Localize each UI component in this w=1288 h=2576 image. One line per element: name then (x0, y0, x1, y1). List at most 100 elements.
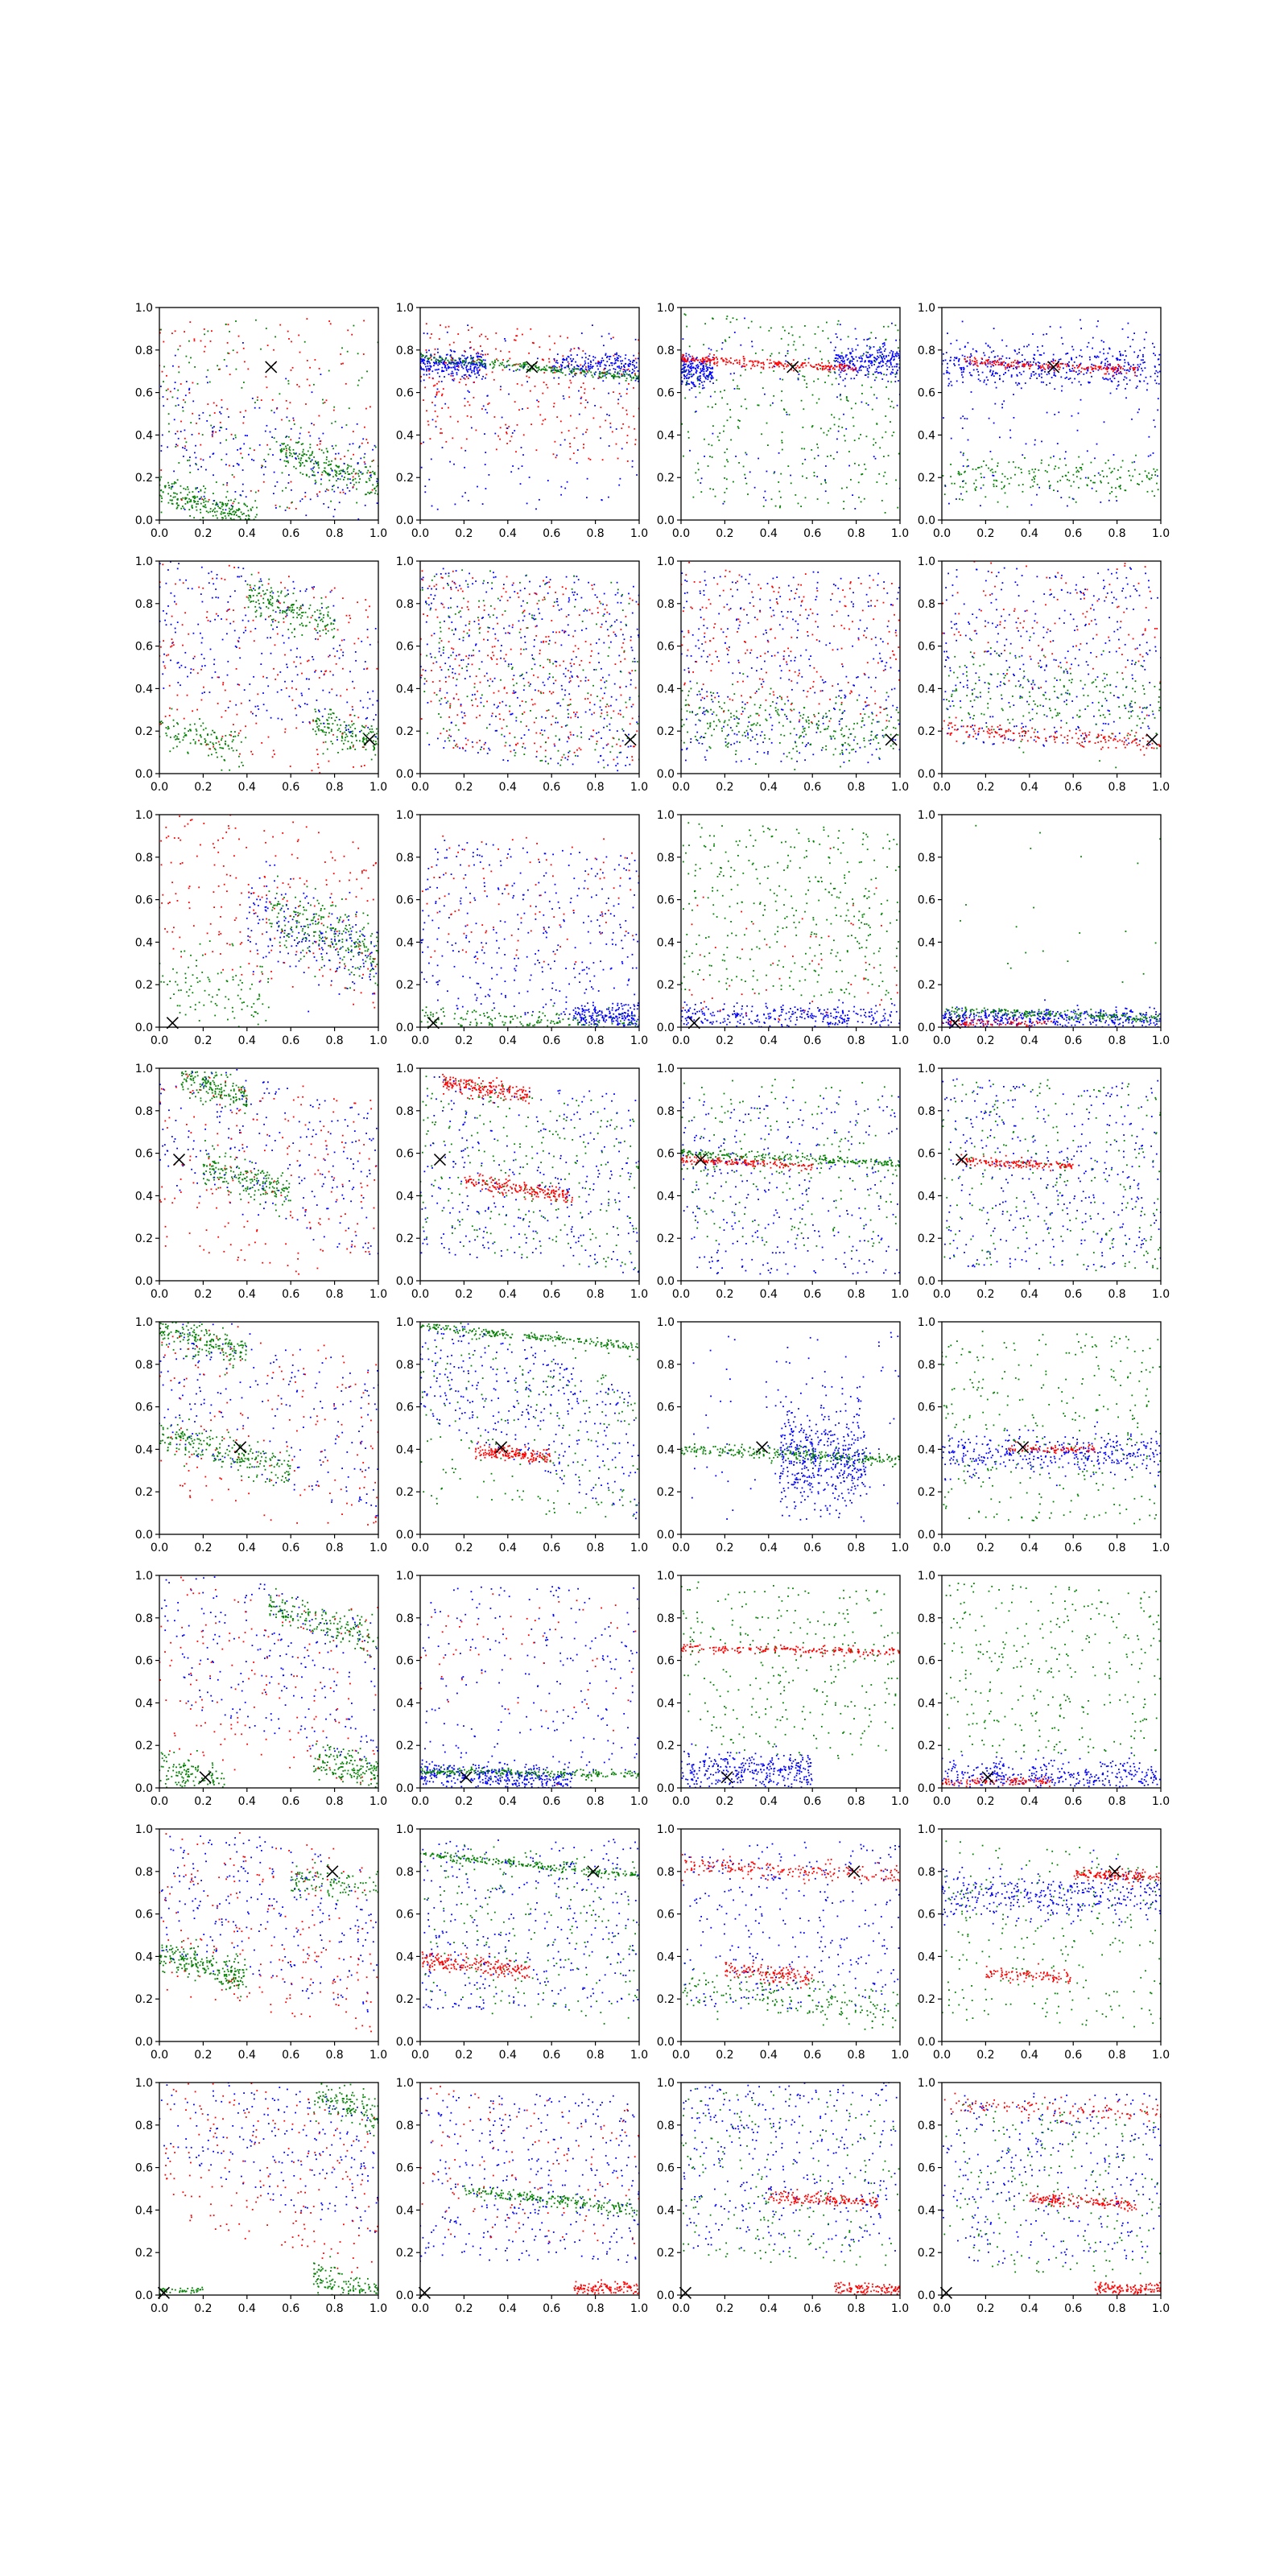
data-point-green (246, 506, 248, 507)
data-point-green (1044, 469, 1046, 472)
data-point-blue (1076, 429, 1079, 431)
data-point-green (291, 604, 293, 605)
data-point-blue (1158, 364, 1160, 365)
data-point-red (184, 437, 186, 440)
data-point-blue (266, 677, 268, 679)
data-point-red (974, 361, 976, 363)
data-point-blue (242, 619, 244, 621)
data-point-green (250, 595, 252, 597)
data-point-green (686, 383, 687, 385)
data-point-red (353, 766, 354, 768)
data-point-red (361, 442, 363, 444)
data-point-blue (687, 364, 690, 366)
data-point-red (793, 369, 795, 372)
data-point-red (743, 360, 745, 362)
data-point-blue (751, 345, 753, 348)
data-point-green (325, 732, 327, 733)
data-point-blue (745, 453, 748, 456)
data-point-blue (945, 352, 947, 353)
data-point-green (347, 477, 349, 480)
data-point-green (275, 440, 278, 443)
data-point-red (276, 633, 279, 635)
data-point-green (438, 360, 440, 361)
data-point-green (635, 377, 638, 379)
data-point-blue (588, 355, 591, 357)
data-point-blue (212, 427, 213, 429)
data-point-red (172, 642, 174, 643)
data-point-green (439, 357, 440, 358)
data-point-red (770, 362, 772, 364)
data-point-green (346, 484, 348, 486)
data-point-blue (454, 369, 456, 370)
data-point-blue (420, 360, 423, 362)
data-point-blue (688, 361, 691, 363)
data-point-blue (568, 373, 571, 375)
data-point-green (697, 479, 699, 481)
data-point-green (327, 615, 329, 617)
data-point-green (1012, 461, 1014, 463)
data-point-red (627, 368, 630, 370)
data-point-blue (1016, 384, 1018, 386)
data-point-green (481, 359, 483, 361)
data-point-green (299, 459, 302, 461)
data-point-green (179, 741, 181, 743)
data-point-blue (421, 368, 423, 370)
data-point-green (613, 374, 615, 375)
data-point-green (635, 375, 638, 378)
data-point-red (743, 365, 745, 367)
data-point-red (633, 415, 635, 418)
data-point-green (276, 599, 279, 601)
data-point-blue (425, 365, 427, 368)
data-point-red (848, 365, 851, 367)
data-point-blue (957, 360, 960, 362)
data-point-blue (188, 389, 190, 391)
data-point-green (478, 358, 481, 361)
data-point-red (228, 353, 230, 354)
data-point-green (1086, 485, 1088, 487)
data-point-green (520, 365, 522, 368)
data-point-red (349, 617, 352, 619)
data-point-blue (467, 370, 469, 373)
data-point-red (713, 357, 716, 360)
data-point-green (249, 589, 250, 591)
data-point-green (568, 368, 571, 370)
data-point-green (1118, 485, 1120, 488)
data-point-green (770, 404, 772, 407)
data-point-green (170, 737, 171, 738)
data-point-green (1054, 468, 1055, 470)
data-point-green (349, 726, 352, 729)
data-point-green (773, 472, 775, 474)
data-point-blue (1005, 357, 1008, 359)
data-point-blue (1148, 436, 1150, 438)
data-point-blue (423, 361, 425, 364)
data-point-green (861, 393, 863, 394)
data-point-red (774, 361, 777, 364)
data-point-blue (1123, 378, 1125, 381)
data-point-blue (595, 371, 597, 374)
data-point-blue (580, 332, 583, 334)
data-point-blue (686, 374, 688, 377)
data-point-green (489, 363, 491, 365)
data-point-blue (592, 324, 593, 326)
data-point-green (220, 513, 222, 515)
data-point-green (1120, 477, 1121, 479)
data-point-green (216, 737, 218, 740)
data-point-blue (960, 367, 963, 369)
data-point-blue (200, 465, 202, 468)
data-point-green (1075, 467, 1077, 469)
data-point-green (183, 736, 185, 738)
data-point-red (452, 341, 455, 344)
data-point-blue (626, 369, 628, 371)
y-tick-label: 0.8 (918, 345, 935, 357)
data-point-blue (1009, 429, 1011, 431)
data-point-green (996, 485, 997, 487)
data-point-green (289, 455, 291, 456)
data-point-red (1054, 369, 1055, 372)
data-point-blue (318, 437, 320, 440)
data-point-blue (427, 332, 428, 335)
data-point-green (880, 355, 882, 357)
data-point-green (312, 471, 315, 473)
data-point-green (885, 431, 887, 433)
data-point-blue (336, 694, 338, 696)
data-point-blue (481, 364, 483, 366)
